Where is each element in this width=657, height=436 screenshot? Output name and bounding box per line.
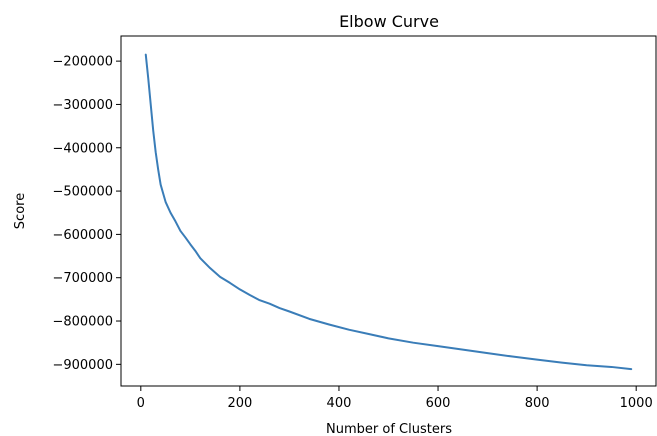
y-axis-label: Score bbox=[13, 193, 28, 229]
series-line bbox=[144, 53, 633, 371]
x-tick-label: 200 bbox=[227, 396, 252, 411]
x-tick-label: 400 bbox=[327, 396, 352, 411]
plot-frame bbox=[120, 35, 657, 387]
y-tick-label: −400000 bbox=[52, 141, 113, 156]
y-tick-label: −700000 bbox=[52, 271, 113, 286]
chart-title: Elbow Curve bbox=[339, 12, 439, 31]
x-tick-label: 0 bbox=[137, 396, 145, 411]
x-axis: 0 200 400 600 800 1000 bbox=[137, 386, 653, 411]
y-tick-label: −800000 bbox=[52, 315, 113, 330]
x-axis-label: Number of Clusters bbox=[326, 422, 452, 436]
y-axis: −200000 −300000 −400000 −500000 −600000 −7000… bbox=[52, 55, 121, 373]
y-tick-label: −900000 bbox=[52, 358, 113, 373]
x-tick-label: 1000 bbox=[620, 396, 653, 411]
y-tick-label: −300000 bbox=[52, 98, 113, 113]
x-tick-label: 800 bbox=[525, 396, 550, 411]
y-tick-label: −200000 bbox=[52, 55, 113, 70]
y-tick-label: −500000 bbox=[52, 185, 113, 200]
x-tick-label: 600 bbox=[426, 396, 451, 411]
y-tick-label: −600000 bbox=[52, 228, 113, 243]
